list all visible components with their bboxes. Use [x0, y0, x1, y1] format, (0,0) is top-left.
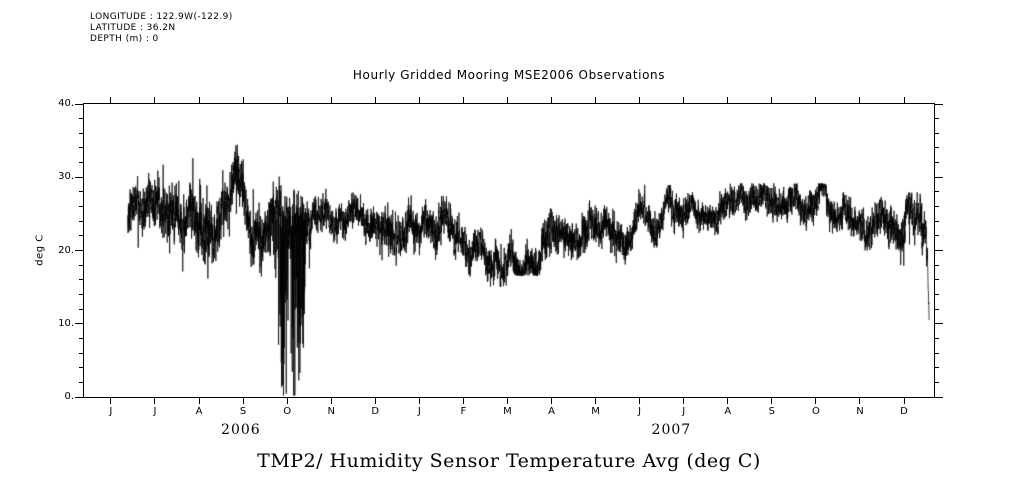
- longitude-label: LONGITUDE : 122.9W(-122.9): [90, 12, 233, 22]
- latitude-label: LATITUDE : 36.2N: [90, 23, 176, 33]
- x-tick-mark: [110, 398, 112, 404]
- x-tick-label: J: [638, 406, 642, 417]
- y-tick-label: 40.: [58, 98, 74, 109]
- y-minor-tick-mark: [935, 147, 939, 149]
- y-tick-label: 20.: [58, 244, 74, 256]
- y-minor-tick-mark: [935, 308, 939, 310]
- x-tick-label: N: [327, 406, 335, 417]
- y-minor-tick-mark: [935, 381, 939, 383]
- x-tick-label: N: [856, 406, 864, 417]
- y-minor-tick-mark: [935, 352, 939, 354]
- y-tick-mark: [75, 396, 83, 398]
- x-tick-label: A: [724, 406, 732, 417]
- x-tick-label: A: [195, 406, 203, 417]
- y-minor-tick-mark: [935, 132, 939, 134]
- x-tick-mark: [374, 398, 376, 404]
- x-tick-label: M: [591, 406, 600, 417]
- x-tick-label: J: [153, 406, 157, 417]
- x-tick-mark: [727, 398, 729, 404]
- chart-title: Hourly Gridded Mooring MSE2006 Observati…: [352, 68, 666, 82]
- x-tick-label: J: [682, 406, 686, 417]
- x-tick-mark: [859, 398, 861, 404]
- y-minor-tick-mark: [935, 337, 939, 339]
- x-tick-mark: [815, 398, 817, 404]
- y-minor-tick-mark: [935, 235, 939, 237]
- y-minor-tick-mark: [935, 264, 939, 266]
- y-minor-tick-mark: [935, 367, 939, 369]
- y-tick-label: 30.: [58, 171, 74, 183]
- x-tick-mark: [242, 398, 244, 404]
- y-tick-mark: [935, 250, 943, 251]
- y-minor-tick-mark: [935, 293, 939, 295]
- x-tick-label: F: [460, 406, 467, 417]
- y-minor-tick-mark: [935, 206, 939, 208]
- metadata-block: LONGITUDE : 122.9W(-122.9) LATITUDE : 36…: [90, 12, 233, 45]
- depth-label: DEPTH (m) : 0: [90, 34, 159, 44]
- x-tick-mark: [286, 398, 288, 404]
- y-tick-mark: [75, 176, 83, 178]
- temperature-series-canvas: [84, 104, 934, 397]
- bottom-title: TMP2/ Humidity Sensor Temperature Avg (d…: [257, 450, 761, 472]
- y-tick-mark: [935, 396, 943, 398]
- x-tick-mark: [418, 398, 420, 404]
- y-minor-tick-mark: [935, 118, 939, 120]
- x-tick-label: O: [811, 406, 820, 417]
- y-minor-tick-mark: [935, 162, 939, 164]
- y-minor-tick-mark: [935, 220, 939, 222]
- x-tick-label: A: [548, 406, 555, 417]
- y-tick-label: 0.: [64, 391, 74, 402]
- plot-area: [83, 103, 935, 398]
- y-minor-tick-mark: [935, 279, 939, 281]
- y-tick-mark: [935, 176, 943, 178]
- y-minor-tick-mark: [935, 191, 939, 193]
- x-tick-mark: [198, 398, 200, 404]
- x-tick-label: S: [239, 406, 247, 417]
- x-tick-mark: [330, 398, 332, 404]
- x-tick-label: J: [109, 406, 113, 417]
- year-label: 2007: [651, 422, 692, 438]
- x-tick-label: S: [768, 406, 776, 417]
- x-tick-mark: [595, 398, 597, 404]
- x-tick-mark: [551, 398, 553, 404]
- x-tick-label: M: [503, 406, 512, 417]
- y-tick-mark: [75, 103, 83, 105]
- x-tick-label: O: [283, 406, 292, 417]
- y-tick-mark: [75, 323, 83, 325]
- y-tick-mark: [935, 323, 943, 325]
- x-tick-mark: [771, 398, 773, 404]
- y-tick-mark: [935, 103, 943, 105]
- x-tick-mark: [506, 398, 508, 404]
- x-tick-mark: [683, 398, 685, 404]
- x-tick-mark: [903, 398, 905, 404]
- x-tick-label: J: [417, 406, 421, 417]
- x-tick-mark: [462, 398, 464, 404]
- y-axis-title: deg C: [34, 234, 46, 266]
- y-tick-label: 10.: [58, 317, 74, 329]
- y-tick-mark: [75, 250, 83, 251]
- x-tick-label: D: [900, 406, 908, 417]
- x-tick-mark: [154, 398, 156, 404]
- x-tick-label: D: [371, 406, 380, 417]
- x-tick-mark: [639, 398, 641, 404]
- year-label: 2006: [221, 422, 261, 438]
